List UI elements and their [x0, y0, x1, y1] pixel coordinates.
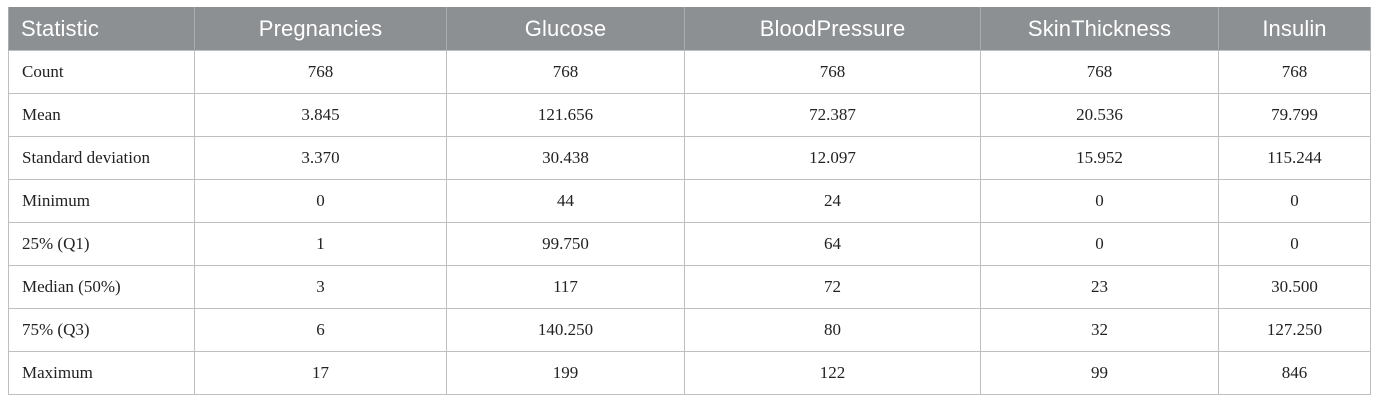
cell-blood-pressure: 80: [684, 308, 981, 352]
cell-glucose: 768: [446, 50, 685, 94]
cell-insulin: 0: [1218, 179, 1371, 223]
cell-blood-pressure: 12.097: [684, 136, 981, 180]
cell-pregnancies: 0: [194, 179, 447, 223]
table-row: Maximum 17 199 122 99 846: [8, 351, 1371, 395]
table-row: 75% (Q3) 6 140.250 80 32 127.250: [8, 308, 1371, 352]
cell-pregnancies: 3: [194, 265, 447, 309]
cell-skin-thickness: 99: [980, 351, 1219, 395]
cell-glucose: 44: [446, 179, 685, 223]
table-row: Count 768 768 768 768 768: [8, 50, 1371, 94]
cell-skin-thickness: 23: [980, 265, 1219, 309]
header-row: Statistic Pregnancies Glucose BloodPress…: [8, 7, 1371, 51]
cell-insulin: 0: [1218, 222, 1371, 266]
table-header: Statistic Pregnancies Glucose BloodPress…: [8, 7, 1371, 51]
table-row: Median (50%) 3 117 72 23 30.500: [8, 265, 1371, 309]
statistics-table-container: Statistic Pregnancies Glucose BloodPress…: [8, 7, 1371, 395]
table-row: Mean 3.845 121.656 72.387 20.536 79.799: [8, 93, 1371, 137]
cell-blood-pressure: 64: [684, 222, 981, 266]
cell-pregnancies: 17: [194, 351, 447, 395]
cell-insulin: 79.799: [1218, 93, 1371, 137]
header-pregnancies: Pregnancies: [194, 7, 447, 51]
cell-glucose: 117: [446, 265, 685, 309]
cell-insulin: 127.250: [1218, 308, 1371, 352]
cell-skin-thickness: 32: [980, 308, 1219, 352]
cell-glucose: 121.656: [446, 93, 685, 137]
cell-blood-pressure: 768: [684, 50, 981, 94]
row-label: 25% (Q1): [8, 222, 195, 266]
cell-insulin: 846: [1218, 351, 1371, 395]
row-label: Mean: [8, 93, 195, 137]
row-label: 75% (Q3): [8, 308, 195, 352]
row-label: Maximum: [8, 351, 195, 395]
header-skin-thickness: SkinThickness: [980, 7, 1219, 51]
cell-glucose: 199: [446, 351, 685, 395]
header-insulin: Insulin: [1218, 7, 1371, 51]
cell-pregnancies: 768: [194, 50, 447, 94]
cell-skin-thickness: 15.952: [980, 136, 1219, 180]
cell-blood-pressure: 24: [684, 179, 981, 223]
header-glucose: Glucose: [446, 7, 685, 51]
header-statistic: Statistic: [8, 7, 195, 51]
cell-blood-pressure: 72.387: [684, 93, 981, 137]
cell-pregnancies: 6: [194, 308, 447, 352]
cell-insulin: 30.500: [1218, 265, 1371, 309]
cell-glucose: 140.250: [446, 308, 685, 352]
table-body: Count 768 768 768 768 768 Mean 3.845 121…: [8, 50, 1371, 395]
row-label: Minimum: [8, 179, 195, 223]
cell-insulin: 115.244: [1218, 136, 1371, 180]
table-row: 25% (Q1) 1 99.750 64 0 0: [8, 222, 1371, 266]
statistics-table: Statistic Pregnancies Glucose BloodPress…: [8, 7, 1371, 395]
row-label: Count: [8, 50, 195, 94]
cell-blood-pressure: 122: [684, 351, 981, 395]
cell-skin-thickness: 768: [980, 50, 1219, 94]
cell-pregnancies: 3.845: [194, 93, 447, 137]
cell-glucose: 99.750: [446, 222, 685, 266]
row-label: Standard deviation: [8, 136, 195, 180]
table-row: Standard deviation 3.370 30.438 12.097 1…: [8, 136, 1371, 180]
cell-insulin: 768: [1218, 50, 1371, 94]
header-blood-pressure: BloodPressure: [684, 7, 981, 51]
cell-blood-pressure: 72: [684, 265, 981, 309]
cell-skin-thickness: 20.536: [980, 93, 1219, 137]
cell-pregnancies: 1: [194, 222, 447, 266]
cell-pregnancies: 3.370: [194, 136, 447, 180]
table-row: Minimum 0 44 24 0 0: [8, 179, 1371, 223]
cell-skin-thickness: 0: [980, 222, 1219, 266]
cell-skin-thickness: 0: [980, 179, 1219, 223]
row-label: Median (50%): [8, 265, 195, 309]
cell-glucose: 30.438: [446, 136, 685, 180]
